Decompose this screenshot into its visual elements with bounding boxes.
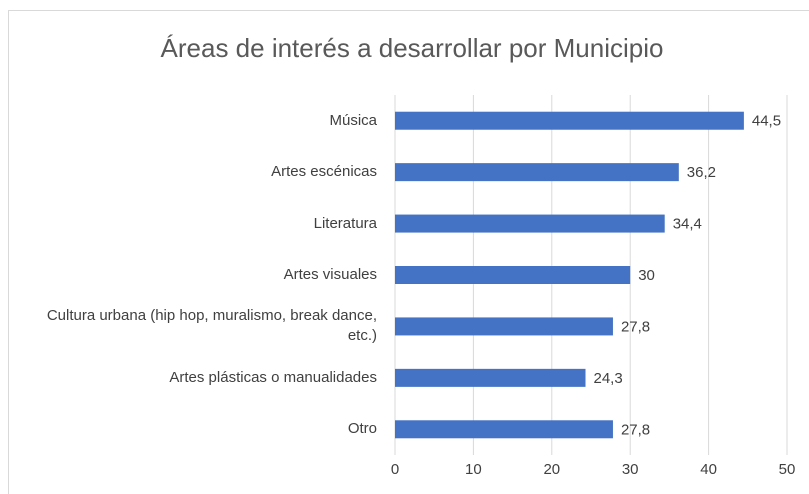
data-label: 34,4 <box>673 216 702 233</box>
x-tick-label: 20 <box>543 461 560 478</box>
bar <box>395 317 613 336</box>
x-tick-label: 40 <box>700 461 717 478</box>
data-label: 27,8 <box>621 421 650 438</box>
y-tick-label: Música <box>329 111 377 129</box>
x-tick-label: 50 <box>779 461 796 478</box>
y-tick-label: Literatura <box>313 214 377 232</box>
data-label: 27,8 <box>621 318 650 335</box>
data-label: 36,2 <box>687 164 716 181</box>
y-tick-label: Artes plásticas o manualidades <box>169 368 377 386</box>
y-tick-label: Artes visuales <box>283 266 377 283</box>
bar <box>395 368 586 387</box>
y-tick-label: Cultura urbana (hip hop, muralismo, brea… <box>46 307 377 345</box>
y-tick-label: Otro <box>347 420 377 438</box>
data-label: 24,3 <box>594 370 623 387</box>
chart-frame <box>8 10 809 494</box>
data-label: 30 <box>638 267 655 284</box>
y-tick-label: Artes escénicas <box>271 163 377 181</box>
data-label: 44,5 <box>752 113 781 130</box>
x-tick-label: 10 <box>465 461 482 478</box>
x-tick-label: 30 <box>622 461 639 478</box>
chart-title: Áreas de interés a desarrollar por Munic… <box>161 33 664 63</box>
bar <box>395 420 613 439</box>
x-tick-label: 0 <box>391 461 399 478</box>
bar <box>395 266 631 284</box>
bar <box>395 163 679 182</box>
bar <box>395 111 744 130</box>
bar <box>395 214 665 233</box>
